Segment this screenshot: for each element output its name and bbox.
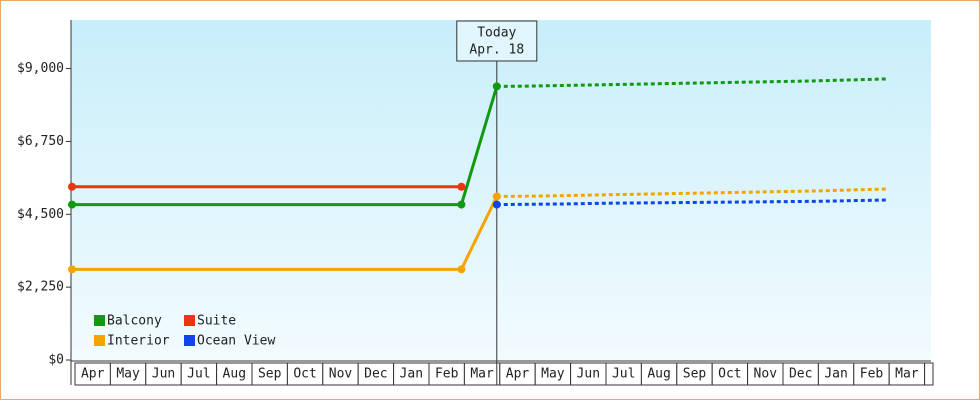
legend-swatch [94, 335, 105, 346]
point [457, 200, 466, 209]
point [68, 265, 76, 274]
today-date: Apr. 18 [469, 43, 524, 58]
x-tick-label: Mar [470, 367, 494, 382]
x-tick-label: Jun [577, 367, 600, 382]
x-tick-label: Mar [895, 367, 919, 382]
x-tick-label: Jun [152, 367, 175, 382]
history-line [72, 195, 499, 271]
point [68, 182, 76, 191]
today-label: Today [477, 26, 516, 41]
plot-background [71, 20, 931, 360]
x-tick-label: Aug [647, 367, 670, 382]
today-box [456, 20, 538, 62]
legend-swatch [184, 315, 195, 326]
x-tick-label: May [541, 367, 565, 382]
x-tick-label: Sep [683, 367, 707, 382]
legend-swatch [184, 335, 195, 346]
y-tick-label: $4,500 [17, 207, 64, 222]
point [492, 82, 501, 91]
legend-label: Ocean View [197, 334, 275, 349]
x-tick-label: Apr [81, 367, 105, 382]
x-tick-label: Apr [506, 367, 530, 382]
x-tick-label: Jul [187, 367, 210, 382]
x-tick-label: Aug [223, 367, 246, 382]
x-tick-label: Jul [612, 367, 635, 382]
point [457, 265, 466, 274]
x-tick-cell [924, 362, 934, 386]
y-tick-label: $0 [48, 353, 64, 368]
x-tick-label: Sep [258, 367, 282, 382]
legend-label: Balcony [107, 314, 162, 329]
forecast-line [496, 187, 887, 198]
y-tick-label: $2,250 [17, 280, 64, 295]
point [68, 200, 76, 209]
point [492, 200, 501, 209]
point [492, 192, 501, 201]
x-tick-label: Feb [435, 367, 459, 382]
legend-label: Suite [197, 314, 236, 329]
legend-label: Interior [107, 334, 170, 349]
legend-swatch [94, 315, 105, 326]
y-tick-label: $6,750 [17, 134, 64, 149]
x-tick-label: Nov [329, 367, 353, 382]
history-line [72, 85, 499, 207]
x-tick-label: Jan [824, 367, 847, 382]
x-tick-label: Nov [754, 367, 778, 382]
forecast-line [496, 198, 887, 207]
x-tick-label: Jan [400, 367, 423, 382]
x-tick-label: May [116, 367, 140, 382]
forecast-line [496, 77, 887, 88]
x-tick-label: Dec [789, 367, 812, 382]
x-tick-label: Feb [860, 367, 884, 382]
x-tick-label: Oct [293, 367, 316, 382]
y-tick-label: $9,000 [17, 61, 64, 76]
x-tick-label: Oct [718, 367, 741, 382]
point [457, 182, 466, 191]
x-tick-label: Dec [364, 367, 387, 382]
